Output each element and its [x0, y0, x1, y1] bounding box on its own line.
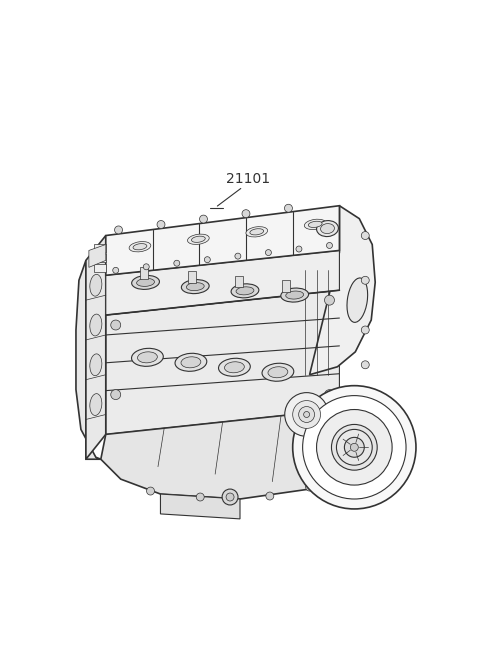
Circle shape — [204, 257, 210, 263]
Ellipse shape — [347, 278, 368, 322]
Circle shape — [115, 226, 122, 234]
Circle shape — [361, 232, 369, 240]
Ellipse shape — [321, 223, 335, 234]
Polygon shape — [160, 494, 240, 519]
Ellipse shape — [90, 394, 102, 415]
Circle shape — [111, 390, 120, 400]
Circle shape — [143, 264, 149, 270]
Circle shape — [302, 396, 406, 499]
Ellipse shape — [250, 229, 264, 235]
Circle shape — [324, 390, 335, 400]
Circle shape — [265, 250, 271, 255]
Polygon shape — [89, 244, 106, 267]
Ellipse shape — [218, 358, 250, 376]
Ellipse shape — [132, 348, 163, 366]
Circle shape — [324, 295, 335, 305]
Circle shape — [222, 489, 238, 505]
Circle shape — [316, 409, 392, 485]
Ellipse shape — [304, 219, 326, 229]
Polygon shape — [76, 261, 101, 459]
Circle shape — [296, 246, 302, 252]
Circle shape — [304, 411, 310, 417]
Circle shape — [157, 221, 165, 229]
Ellipse shape — [236, 287, 254, 295]
Circle shape — [226, 493, 234, 501]
Polygon shape — [106, 290, 339, 434]
Circle shape — [361, 361, 369, 369]
Circle shape — [285, 204, 292, 212]
Circle shape — [350, 443, 358, 451]
Ellipse shape — [192, 236, 205, 242]
Polygon shape — [94, 265, 106, 272]
Ellipse shape — [317, 221, 338, 236]
Ellipse shape — [262, 364, 294, 381]
Ellipse shape — [90, 314, 102, 336]
Circle shape — [326, 242, 333, 248]
Circle shape — [336, 430, 372, 465]
Circle shape — [293, 386, 416, 509]
Ellipse shape — [90, 274, 102, 296]
Polygon shape — [310, 206, 375, 375]
Polygon shape — [86, 236, 106, 459]
Ellipse shape — [137, 278, 155, 286]
Circle shape — [266, 492, 274, 500]
Circle shape — [361, 276, 369, 284]
Polygon shape — [106, 250, 339, 315]
Circle shape — [196, 493, 204, 501]
Ellipse shape — [133, 244, 147, 250]
Polygon shape — [106, 250, 339, 400]
Ellipse shape — [181, 357, 201, 368]
Polygon shape — [235, 276, 243, 288]
Ellipse shape — [137, 352, 157, 363]
Ellipse shape — [281, 288, 309, 302]
Polygon shape — [282, 280, 290, 292]
Ellipse shape — [186, 282, 204, 291]
Ellipse shape — [225, 362, 244, 373]
Circle shape — [235, 253, 241, 259]
Ellipse shape — [308, 221, 322, 227]
Circle shape — [361, 326, 369, 334]
Ellipse shape — [188, 234, 209, 244]
Circle shape — [299, 407, 314, 422]
Ellipse shape — [231, 284, 259, 298]
Polygon shape — [94, 254, 106, 263]
Ellipse shape — [268, 367, 288, 378]
Ellipse shape — [175, 353, 207, 371]
Circle shape — [306, 483, 313, 491]
Ellipse shape — [129, 242, 151, 252]
Ellipse shape — [132, 275, 159, 290]
Polygon shape — [101, 409, 339, 499]
Circle shape — [242, 210, 250, 217]
Polygon shape — [188, 271, 195, 283]
Ellipse shape — [246, 227, 268, 237]
Circle shape — [285, 392, 328, 436]
Polygon shape — [140, 267, 148, 278]
Ellipse shape — [286, 291, 304, 299]
Polygon shape — [106, 206, 339, 275]
Circle shape — [344, 438, 364, 457]
Circle shape — [200, 215, 207, 223]
Polygon shape — [94, 244, 106, 252]
Text: 21101: 21101 — [226, 172, 270, 186]
Ellipse shape — [181, 280, 209, 293]
Circle shape — [113, 267, 119, 273]
Ellipse shape — [90, 354, 102, 376]
Circle shape — [332, 424, 377, 470]
Circle shape — [111, 320, 120, 330]
Circle shape — [293, 401, 321, 428]
Circle shape — [146, 487, 155, 495]
Circle shape — [174, 260, 180, 266]
